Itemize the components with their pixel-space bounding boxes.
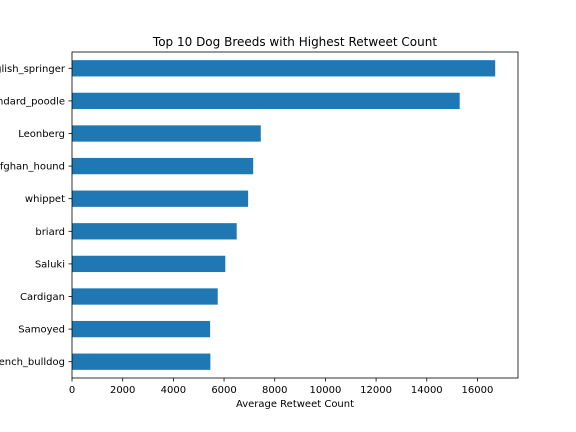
y-tick-label: Afghan_hound — [0, 162, 65, 173]
x-tick-label: 2000 — [110, 385, 135, 396]
y-tick-label: English_springer — [0, 64, 66, 75]
y-axis: French_bulldog Samoyed Cardigan Saluki briar… — [0, 64, 72, 368]
bar-saluki — [72, 255, 226, 273]
bar-whippet — [72, 190, 249, 207]
bar-briard — [72, 223, 237, 240]
x-tick-label: 12000 — [360, 385, 392, 396]
chart-title: Top 10 Dog Breeds with Highest Retweet C… — [152, 35, 437, 49]
y-tick-label: Samoyed — [18, 325, 65, 336]
y-tick-label: Cardigan — [20, 292, 65, 303]
bar-cardigan — [72, 288, 218, 305]
x-tick-label: 16000 — [462, 385, 494, 396]
plot-frame — [71, 51, 519, 379]
y-tick-label: briard — [35, 227, 65, 238]
bar-leonberg — [72, 125, 261, 142]
bar-standard-poodle — [72, 92, 460, 110]
x-tick-label: 10000 — [310, 385, 342, 396]
y-tick-label: whippet — [25, 194, 65, 205]
x-axis: 0 2000 4000 6000 8000 10000 12000 14000 16000 — [69, 378, 494, 396]
bar-afghan-hound — [72, 157, 254, 175]
bars-group — [72, 60, 496, 370]
x-tick-label: 14000 — [411, 385, 443, 396]
y-tick-label: standard_poodle — [0, 96, 65, 107]
x-axis-label: Average Retweet Count — [236, 399, 354, 410]
y-tick-label: French_bulldog — [0, 357, 65, 368]
x-tick-label: 6000 — [211, 385, 236, 396]
y-tick-label: Leonberg — [18, 129, 65, 140]
bar-french-bulldog — [72, 353, 211, 370]
x-tick-label: 4000 — [161, 385, 186, 396]
x-tick-label: 8000 — [262, 385, 287, 396]
bar-samoyed — [72, 320, 211, 338]
y-tick-label: Saluki — [35, 259, 65, 270]
x-tick-label: 0 — [69, 385, 75, 396]
bar-english-springer — [72, 60, 496, 77]
